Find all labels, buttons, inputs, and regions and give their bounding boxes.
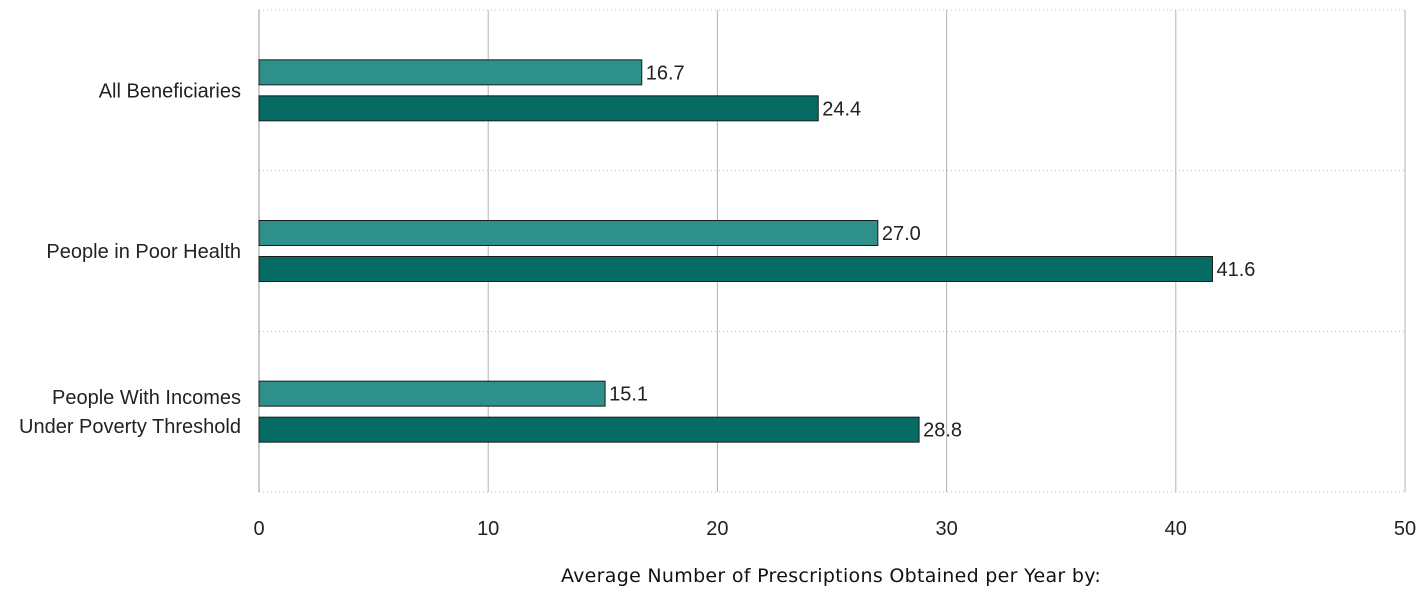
grid-layer — [258, 9, 1406, 493]
category-label: People in Poor Health — [46, 241, 241, 263]
data-label: 41.6 — [1216, 259, 1255, 281]
x-tick-label: 10 — [477, 518, 499, 540]
category-label: People With Incomes — [52, 387, 241, 409]
data-label: 27.0 — [882, 223, 921, 245]
x-tick-label: 40 — [1165, 518, 1187, 540]
x-tick-label: 30 — [935, 518, 957, 540]
bar — [258, 256, 1213, 282]
data-label: 15.1 — [609, 384, 648, 406]
x-tick-label: 20 — [706, 518, 728, 540]
category-label: All Beneficiaries — [99, 80, 241, 102]
bar — [258, 416, 920, 443]
bar — [258, 95, 819, 122]
data-label: 24.4 — [822, 98, 861, 120]
bar — [258, 380, 606, 407]
data-label: 16.7 — [646, 62, 685, 84]
x-tick-label: 50 — [1394, 518, 1416, 540]
x-axis-title: Average Number of Prescriptions Obtained… — [561, 565, 1101, 587]
category-labels: All Beneficiaries People in Poor Health Pe… — [19, 80, 241, 438]
bar — [258, 59, 643, 86]
category-label: Under Poverty Threshold — [19, 416, 241, 438]
data-label: 28.8 — [923, 420, 962, 442]
tick-labels: 0 10 20 30 40 50 — [253, 518, 1416, 540]
bar — [258, 220, 879, 246]
x-tick-label: 0 — [253, 518, 264, 540]
bars-layer: 16.7 24.4 27.0 41.6 15.1 28.8 — [258, 59, 1255, 443]
